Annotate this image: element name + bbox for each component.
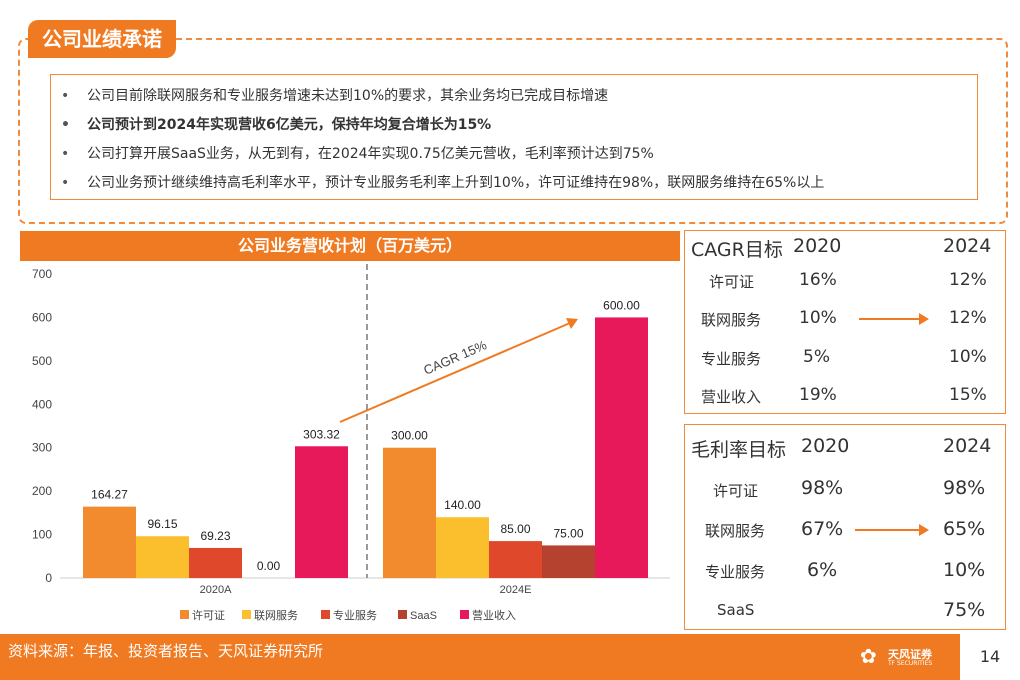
- bullet-list: 公司目前除联网服务和专业服务增速未达到10%的要求，其余业务均已完成目标增速 公…: [50, 74, 978, 200]
- legend-label: 许可证: [192, 609, 225, 622]
- section-title: 公司业绩承诺: [28, 20, 176, 58]
- x-category-label: 2020A: [200, 584, 232, 596]
- bar-value-label: 96.15: [147, 517, 177, 531]
- legend-label: 专业服务: [333, 608, 377, 622]
- cagr-row-2024: 15%: [949, 385, 987, 405]
- bar: [595, 317, 648, 578]
- bar: [295, 446, 348, 578]
- cagr-row-label: 营业收入: [701, 388, 762, 406]
- margin-row-2020: 98%: [801, 477, 844, 499]
- company-logo: ✿ 天风证券 TF SECURITIES: [858, 642, 948, 672]
- cagr-row-label: 联网服务: [701, 311, 762, 329]
- bar: [542, 545, 595, 578]
- y-tick-label: 700: [32, 267, 52, 281]
- promise-box: [18, 38, 1008, 224]
- margin-row-2024: 75%: [943, 599, 986, 621]
- bar-value-label: 0.00: [257, 559, 281, 573]
- cagr-arrow: [859, 313, 929, 325]
- x-category-label: 2024E: [500, 584, 532, 596]
- cagr-row-label: 许可证: [709, 273, 755, 291]
- bar-value-label: 600.00: [603, 298, 640, 312]
- cagr-row-2020: 19%: [799, 385, 837, 405]
- legend-swatch: [321, 610, 330, 619]
- legend-swatch: [180, 610, 189, 619]
- margin-header-2024: 2024: [943, 435, 992, 457]
- legend-label: 联网服务: [254, 609, 298, 622]
- bar: [189, 547, 242, 578]
- y-tick-label: 200: [32, 484, 52, 498]
- margin-row-2024: 65%: [943, 518, 986, 540]
- y-tick-label: 0: [45, 571, 52, 585]
- bar-value-label: 85.00: [500, 522, 530, 536]
- legend-swatch: [460, 610, 469, 619]
- margin-row-2024: 10%: [943, 559, 986, 581]
- cagr-header-2024: 2024: [943, 235, 992, 257]
- cagr-arrow-line: [339, 322, 571, 423]
- legend-label: SaaS: [410, 610, 437, 622]
- bar: [136, 536, 189, 578]
- bar: [436, 517, 489, 578]
- margin-row-label: 专业服务: [705, 563, 766, 581]
- y-tick-label: 100: [32, 528, 52, 542]
- legend-swatch: [242, 610, 251, 619]
- bullet-item: 公司目前除联网服务和专业服务增速未达到10%的要求，其余业务均已完成目标增速: [61, 85, 977, 114]
- cagr-row-label: 专业服务: [701, 350, 762, 368]
- footer-bar: [0, 634, 1020, 680]
- y-tick-label: 600: [32, 310, 52, 324]
- margin-table: 毛利率目标 2020 2024 许可证 98% 98% 联网服务 67% 65%…: [684, 424, 1006, 630]
- y-tick-label: 400: [32, 397, 52, 411]
- margin-row-label: 联网服务: [705, 522, 766, 540]
- bar-value-label: 75.00: [553, 526, 583, 540]
- margin-row-2020: 6%: [807, 559, 838, 581]
- bullet-item: 公司预计到2024年实现营收6亿美元，保持年均复合增长为15%: [61, 114, 977, 143]
- cagr-header-2020: 2020: [793, 235, 842, 257]
- logo-name: 天风证券: [888, 648, 932, 661]
- flower-icon: ✿: [860, 644, 877, 668]
- source-note: 资料来源：年报、投资者报告、天风证券研究所: [8, 642, 324, 660]
- bar: [383, 447, 436, 578]
- margin-arrow: [855, 524, 929, 536]
- legend-swatch: [398, 610, 407, 619]
- bullet-item: 公司打算开展SaaS业务，从无到有，在2024年实现0.75亿美元营收，毛利率预…: [61, 143, 977, 172]
- bar-value-label: 303.32: [303, 427, 340, 441]
- logo-subtitle: TF SECURITIES: [888, 660, 933, 667]
- y-tick-label: 500: [32, 354, 52, 368]
- y-tick-label: 300: [32, 441, 52, 455]
- margin-header-label: 毛利率目标: [691, 439, 787, 461]
- cagr-table: CAGR目标 2020 2024 许可证 16% 12% 联网服务 10% 12…: [684, 230, 1006, 414]
- margin-row-2020: 67%: [801, 518, 844, 540]
- legend-label: 营业收入: [472, 608, 516, 622]
- margin-row-label: 许可证: [713, 482, 759, 500]
- cagr-arrow-head: [566, 318, 578, 329]
- page-number: 14: [960, 634, 1020, 680]
- bar: [83, 506, 136, 578]
- cagr-row-2024: 10%: [949, 347, 987, 367]
- bar-value-label: 69.23: [200, 529, 230, 543]
- bullet-item: 公司业务预计继续维持高毛利率水平，预计专业服务毛利率上升到10%，许可证维持在9…: [61, 172, 977, 201]
- bar-value-label: 140.00: [444, 498, 481, 512]
- revenue-chart: 0 100 200 300 400 500 600 700 164.27 96.15 69.23 0.…: [32, 264, 670, 622]
- margin-row-2024: 98%: [943, 477, 986, 499]
- cagr-row-2020: 5%: [803, 347, 830, 367]
- bar: [489, 541, 542, 578]
- bar-value-label: 300.00: [391, 429, 428, 443]
- chart-title: 公司业务营收计划（百万美元）: [20, 231, 680, 261]
- margin-row-label: SaaS: [717, 601, 755, 619]
- cagr-row-2020: 10%: [799, 308, 837, 328]
- margin-header-2020: 2020: [801, 435, 850, 457]
- cagr-row-2024: 12%: [949, 308, 987, 328]
- bar-value-label: 164.27: [91, 488, 128, 502]
- cagr-header-label: CAGR目标: [691, 239, 783, 261]
- cagr-row-2024: 12%: [949, 270, 987, 290]
- cagr-row-2020: 16%: [799, 270, 837, 290]
